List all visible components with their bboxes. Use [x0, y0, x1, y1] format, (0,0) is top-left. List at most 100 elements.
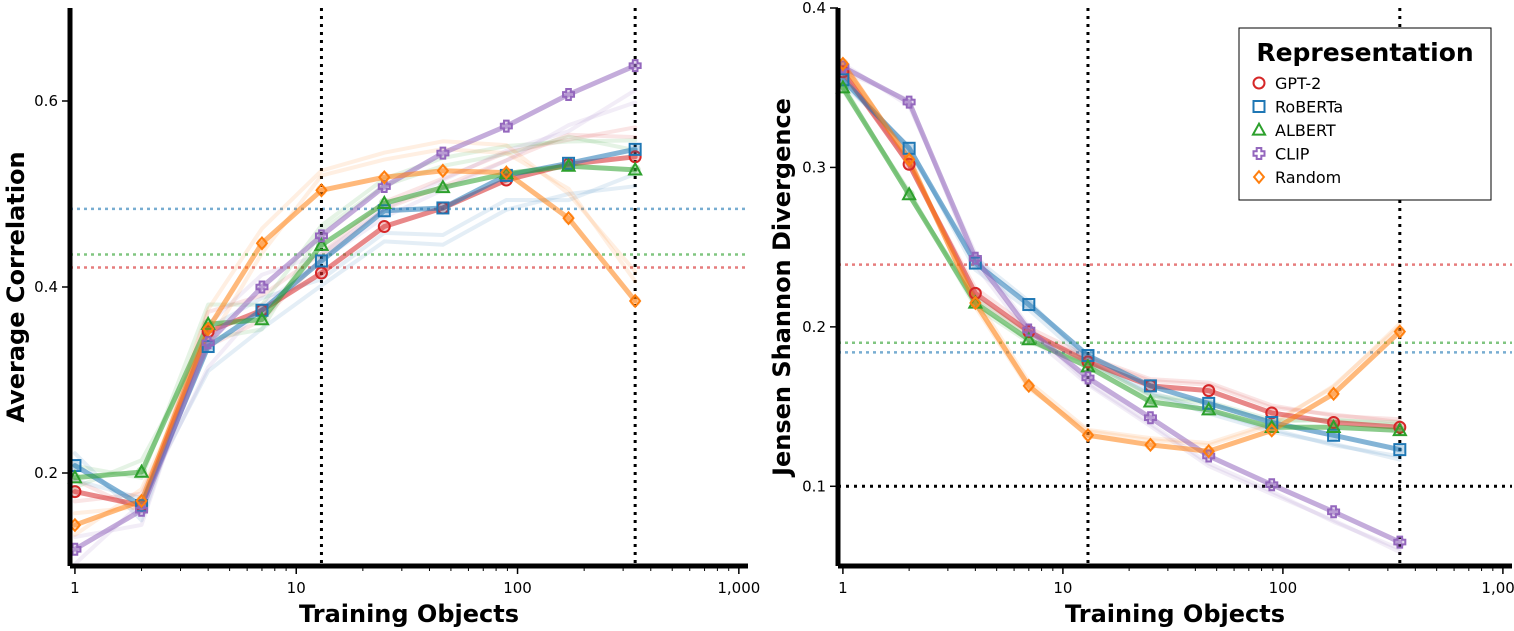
x-tick-label: 1,000 [1481, 579, 1514, 597]
x-axis-label: Training Objects [299, 600, 519, 628]
y-tick-label: 0.6 [34, 92, 58, 110]
marker-roberta-2 [201, 340, 215, 354]
marker-fill-gpt-2 [563, 158, 575, 170]
marker-clip-2 [201, 336, 215, 350]
marker-gpt-2-4 [314, 266, 328, 280]
marker-clip-3 [1022, 323, 1036, 337]
ghost-line-roberta-0 [72, 184, 638, 501]
marker-random-4 [1081, 427, 1095, 443]
x-tick-label: 100 [503, 579, 532, 597]
marker-gpt-2-6 [1202, 384, 1216, 398]
x-tick-label: 100 [1269, 579, 1298, 597]
legend-marker-roberta [1252, 100, 1266, 113]
y-tick-label: 0.2 [802, 318, 826, 336]
marker-fill-gpt-2 [315, 267, 327, 279]
x-tick-label: 1 [838, 579, 848, 597]
marker-fill-clip [1266, 479, 1278, 491]
marker-fill-roberta [1144, 380, 1156, 392]
marker-roberta-4 [314, 254, 328, 268]
y-axis-label: Jensen Shannon Divergence [768, 98, 796, 478]
x-tick-label: 1 [70, 579, 80, 597]
marker-fill-gpt-2 [437, 202, 449, 214]
y-axis-label: Average Correlation [2, 151, 30, 422]
marker-fill-clip [629, 60, 641, 72]
marker-gpt-2-9 [1393, 420, 1407, 434]
marker-fill-clip [1328, 506, 1340, 518]
marker-clip-9 [628, 59, 642, 73]
series-line-albert [840, 85, 1403, 433]
marker-roberta-1 [135, 499, 149, 513]
y-tick-label: 0.3 [802, 158, 826, 176]
legend-entry-roberta: RoBERTa [1275, 98, 1343, 117]
marker-fill-roberta [903, 142, 915, 154]
marker-random-4 [315, 182, 328, 198]
legend-marker-gpt-2 [1252, 76, 1266, 90]
legend-title: Representation [1256, 38, 1473, 67]
marker-random-1 [902, 152, 916, 167]
marker-fill-gpt-2 [1144, 380, 1156, 392]
marker-albert-1 [133, 463, 150, 478]
marker-albert-1 [901, 186, 917, 201]
marker-clip-9 [1393, 535, 1407, 549]
marker-fill-roberta [629, 143, 641, 155]
marker-roberta-6 [1202, 396, 1216, 410]
marker-roberta-6 [436, 201, 450, 215]
marker-albert-5 [1142, 393, 1159, 408]
marker-random-2 [969, 295, 982, 311]
marker-roberta-5 [377, 204, 391, 218]
y-tick-label: 0.2 [34, 464, 58, 482]
series-line-random [72, 168, 638, 528]
marker-fill-roberta [437, 202, 449, 214]
legend-marker-random [1252, 169, 1266, 185]
legend-marker-clip [1252, 147, 1266, 160]
marker-clip-1 [135, 503, 149, 517]
marker-albert-6 [1200, 401, 1217, 416]
marker-random-8 [562, 210, 575, 226]
marker-albert-7 [1264, 418, 1280, 433]
marker-gpt-2-2 [968, 286, 982, 300]
marker-fill-clip [903, 96, 915, 108]
marker-fill-roberta [315, 255, 327, 267]
marker-albert-3 [1021, 331, 1037, 346]
marker-roberta-8 [1327, 428, 1341, 442]
marker-random-9 [628, 293, 642, 309]
x-tick-label: 10 [1053, 579, 1072, 597]
marker-roberta-9 [628, 142, 642, 156]
marker-albert-9 [627, 161, 643, 176]
marker-random-5 [1144, 437, 1157, 453]
series-line-albert [72, 163, 638, 481]
series-line-clip [72, 63, 638, 552]
series-line-random [840, 61, 1403, 454]
marker-roberta-5 [1143, 379, 1157, 393]
marker-albert-6 [435, 179, 451, 194]
marker-fill-gpt-2 [378, 221, 390, 233]
legend-entry-clip: CLIP [1275, 145, 1310, 164]
marker-fill-clip [256, 281, 268, 293]
ghost-line-albert-0 [72, 138, 638, 480]
marker-fill-gpt-2 [969, 287, 981, 299]
marker-clip-7 [499, 119, 513, 133]
marker-roberta-2 [968, 256, 982, 270]
legend-entry-gpt-2: GPT-2 [1275, 74, 1321, 93]
marker-fill-roberta [1082, 350, 1094, 362]
y-tick-label: 0.4 [34, 278, 58, 296]
marker-fill-clip [1082, 372, 1094, 384]
marker-albert-2 [200, 315, 216, 330]
marker-clip-6 [436, 146, 450, 160]
marker-random-9 [1393, 324, 1407, 339]
marker-roberta-3 [1022, 298, 1036, 312]
marker-fill-gpt-2 [1203, 385, 1215, 397]
marker-roberta-3 [255, 303, 269, 317]
marker-random-7 [500, 165, 513, 180]
y-tick-label: 0.1 [802, 477, 826, 495]
legend-marker-albert [1251, 121, 1267, 136]
marker-clip-3 [255, 280, 269, 294]
marker-albert-8 [560, 157, 577, 172]
x-tick-label: 10 [287, 579, 306, 597]
legend-entry-random: Random [1275, 168, 1341, 187]
x-axis-label: Training Objects [1065, 600, 1285, 628]
marker-fill-roberta [256, 304, 268, 316]
marker-fill-clip [1023, 324, 1035, 336]
marker-clip-8 [1327, 505, 1341, 519]
